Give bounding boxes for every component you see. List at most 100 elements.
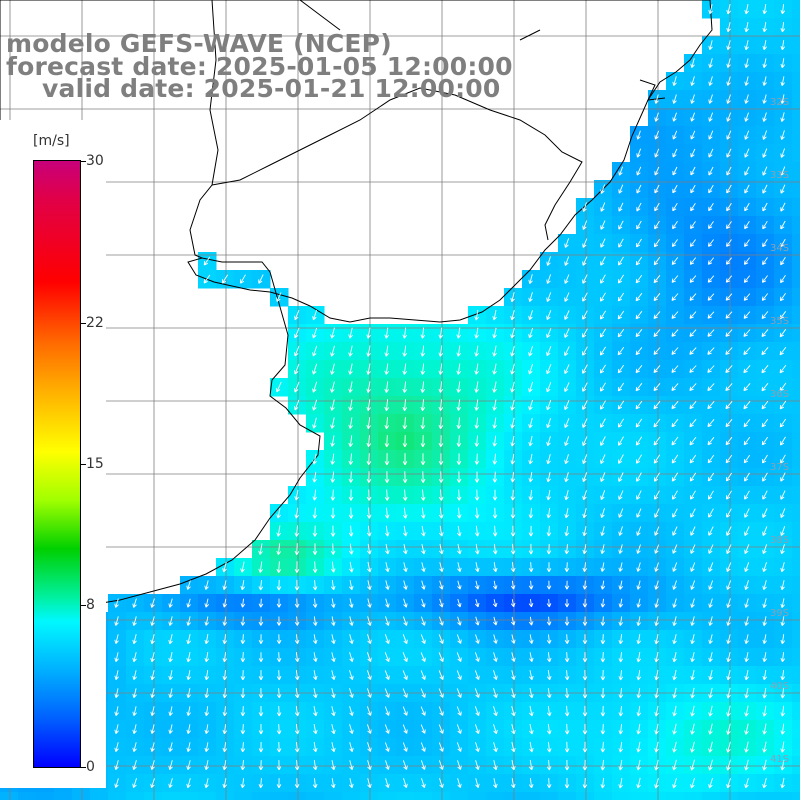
wind-arrow bbox=[294, 598, 300, 608]
wind-arrow bbox=[402, 670, 408, 680]
wind-cell bbox=[162, 792, 181, 800]
wind-arrow bbox=[564, 525, 570, 537]
wind-arrow bbox=[456, 327, 461, 339]
wind-arrow bbox=[617, 346, 625, 356]
wind-arrow bbox=[689, 239, 696, 247]
wind-arrow bbox=[349, 670, 354, 681]
wind-arrow bbox=[780, 759, 785, 771]
wind-arrow bbox=[582, 274, 588, 284]
wind-cell bbox=[792, 432, 800, 451]
wind-arrow bbox=[636, 148, 642, 158]
wind-arrow bbox=[780, 508, 786, 518]
wind-arrow bbox=[438, 616, 444, 626]
model-title: modelo GEFS-WAVE (NCEP) bbox=[6, 29, 392, 58]
political-border bbox=[299, 0, 341, 31]
wind-arrow bbox=[762, 616, 767, 626]
wind-arrow bbox=[762, 4, 767, 15]
wind-arrow bbox=[671, 365, 679, 373]
wind-arrow bbox=[672, 202, 678, 212]
wind-cell bbox=[90, 792, 109, 800]
wind-arrow bbox=[744, 166, 750, 176]
wind-arrow bbox=[528, 292, 533, 303]
wind-cell bbox=[792, 468, 800, 487]
wind-arrow bbox=[546, 346, 552, 357]
wind-cell bbox=[792, 162, 800, 181]
wind-arrow bbox=[546, 778, 552, 789]
wind-arrow bbox=[672, 723, 677, 735]
wind-arrow bbox=[618, 616, 624, 626]
wind-arrow bbox=[367, 778, 372, 789]
wind-arrow bbox=[474, 489, 480, 501]
wind-arrow bbox=[186, 688, 191, 699]
wind-arrow bbox=[546, 723, 552, 735]
wind-arrow bbox=[654, 741, 659, 753]
wind-cell bbox=[630, 792, 649, 800]
wind-arrow bbox=[708, 580, 714, 590]
wind-arrow bbox=[222, 580, 227, 590]
wind-arrow bbox=[511, 652, 516, 662]
wind-arrow bbox=[708, 526, 714, 536]
political-border bbox=[519, 29, 541, 41]
wind-arrow bbox=[618, 184, 624, 194]
wind-arrow bbox=[330, 598, 336, 608]
wind-arrow bbox=[725, 347, 733, 355]
wind-arrow bbox=[349, 634, 354, 645]
wind-arrow bbox=[420, 670, 426, 680]
wind-arrow bbox=[402, 507, 408, 519]
wind-arrow bbox=[600, 741, 606, 753]
wind-arrow bbox=[725, 257, 732, 265]
wind-arrow bbox=[762, 598, 767, 609]
wind-arrow bbox=[331, 706, 336, 717]
wind-arrow bbox=[582, 310, 588, 320]
wind-cell bbox=[792, 324, 800, 343]
wind-arrow bbox=[366, 399, 371, 411]
wind-arrow bbox=[672, 490, 678, 500]
wind-arrow bbox=[744, 777, 749, 789]
wind-cell bbox=[756, 792, 775, 800]
wind-arrow bbox=[635, 418, 643, 428]
wind-arrow bbox=[529, 652, 534, 662]
wind-arrow bbox=[671, 401, 679, 410]
wind-arrow bbox=[168, 688, 173, 698]
wind-arrow bbox=[258, 652, 264, 663]
wind-arrow bbox=[672, 777, 677, 789]
wind-arrow bbox=[312, 381, 318, 393]
wind-arrow bbox=[761, 311, 769, 320]
wind-arrow bbox=[582, 364, 588, 374]
wind-arrow bbox=[330, 525, 336, 537]
wind-arrow bbox=[240, 706, 246, 717]
wind-arrow bbox=[636, 544, 641, 554]
wind-arrow bbox=[546, 670, 552, 681]
wind-arrow bbox=[421, 562, 426, 573]
wind-arrow bbox=[529, 723, 534, 735]
wind-arrow bbox=[689, 454, 697, 464]
wind-arrow bbox=[672, 76, 677, 87]
wind-arrow bbox=[258, 741, 264, 753]
wind-arrow bbox=[743, 383, 751, 392]
wind-cell bbox=[792, 504, 800, 523]
wind-arrow bbox=[780, 4, 786, 15]
wind-cell bbox=[450, 792, 469, 800]
wind-arrow bbox=[690, 670, 695, 681]
wind-arrow bbox=[421, 598, 426, 608]
wind-arrow bbox=[276, 705, 282, 717]
wind-arrow bbox=[600, 400, 606, 410]
wind-arrow bbox=[240, 670, 246, 681]
wind-arrow bbox=[671, 347, 679, 355]
wind-arrow bbox=[384, 417, 390, 430]
wind-arrow bbox=[330, 561, 336, 573]
wind-arrow bbox=[743, 365, 751, 374]
wind-arrow bbox=[600, 598, 606, 608]
wind-arrow bbox=[294, 634, 300, 644]
wind-arrow bbox=[510, 778, 516, 789]
wind-arrow bbox=[150, 760, 155, 771]
wind-cell bbox=[414, 792, 433, 800]
wind-arrow bbox=[654, 687, 659, 699]
wind-arrow bbox=[635, 454, 642, 464]
wind-arrow bbox=[438, 399, 444, 411]
wind-arrow bbox=[618, 436, 624, 446]
wind-arrow bbox=[186, 580, 191, 590]
wind-arrow bbox=[636, 238, 642, 248]
wind-arrow bbox=[349, 706, 354, 717]
wind-arrow bbox=[276, 598, 282, 608]
